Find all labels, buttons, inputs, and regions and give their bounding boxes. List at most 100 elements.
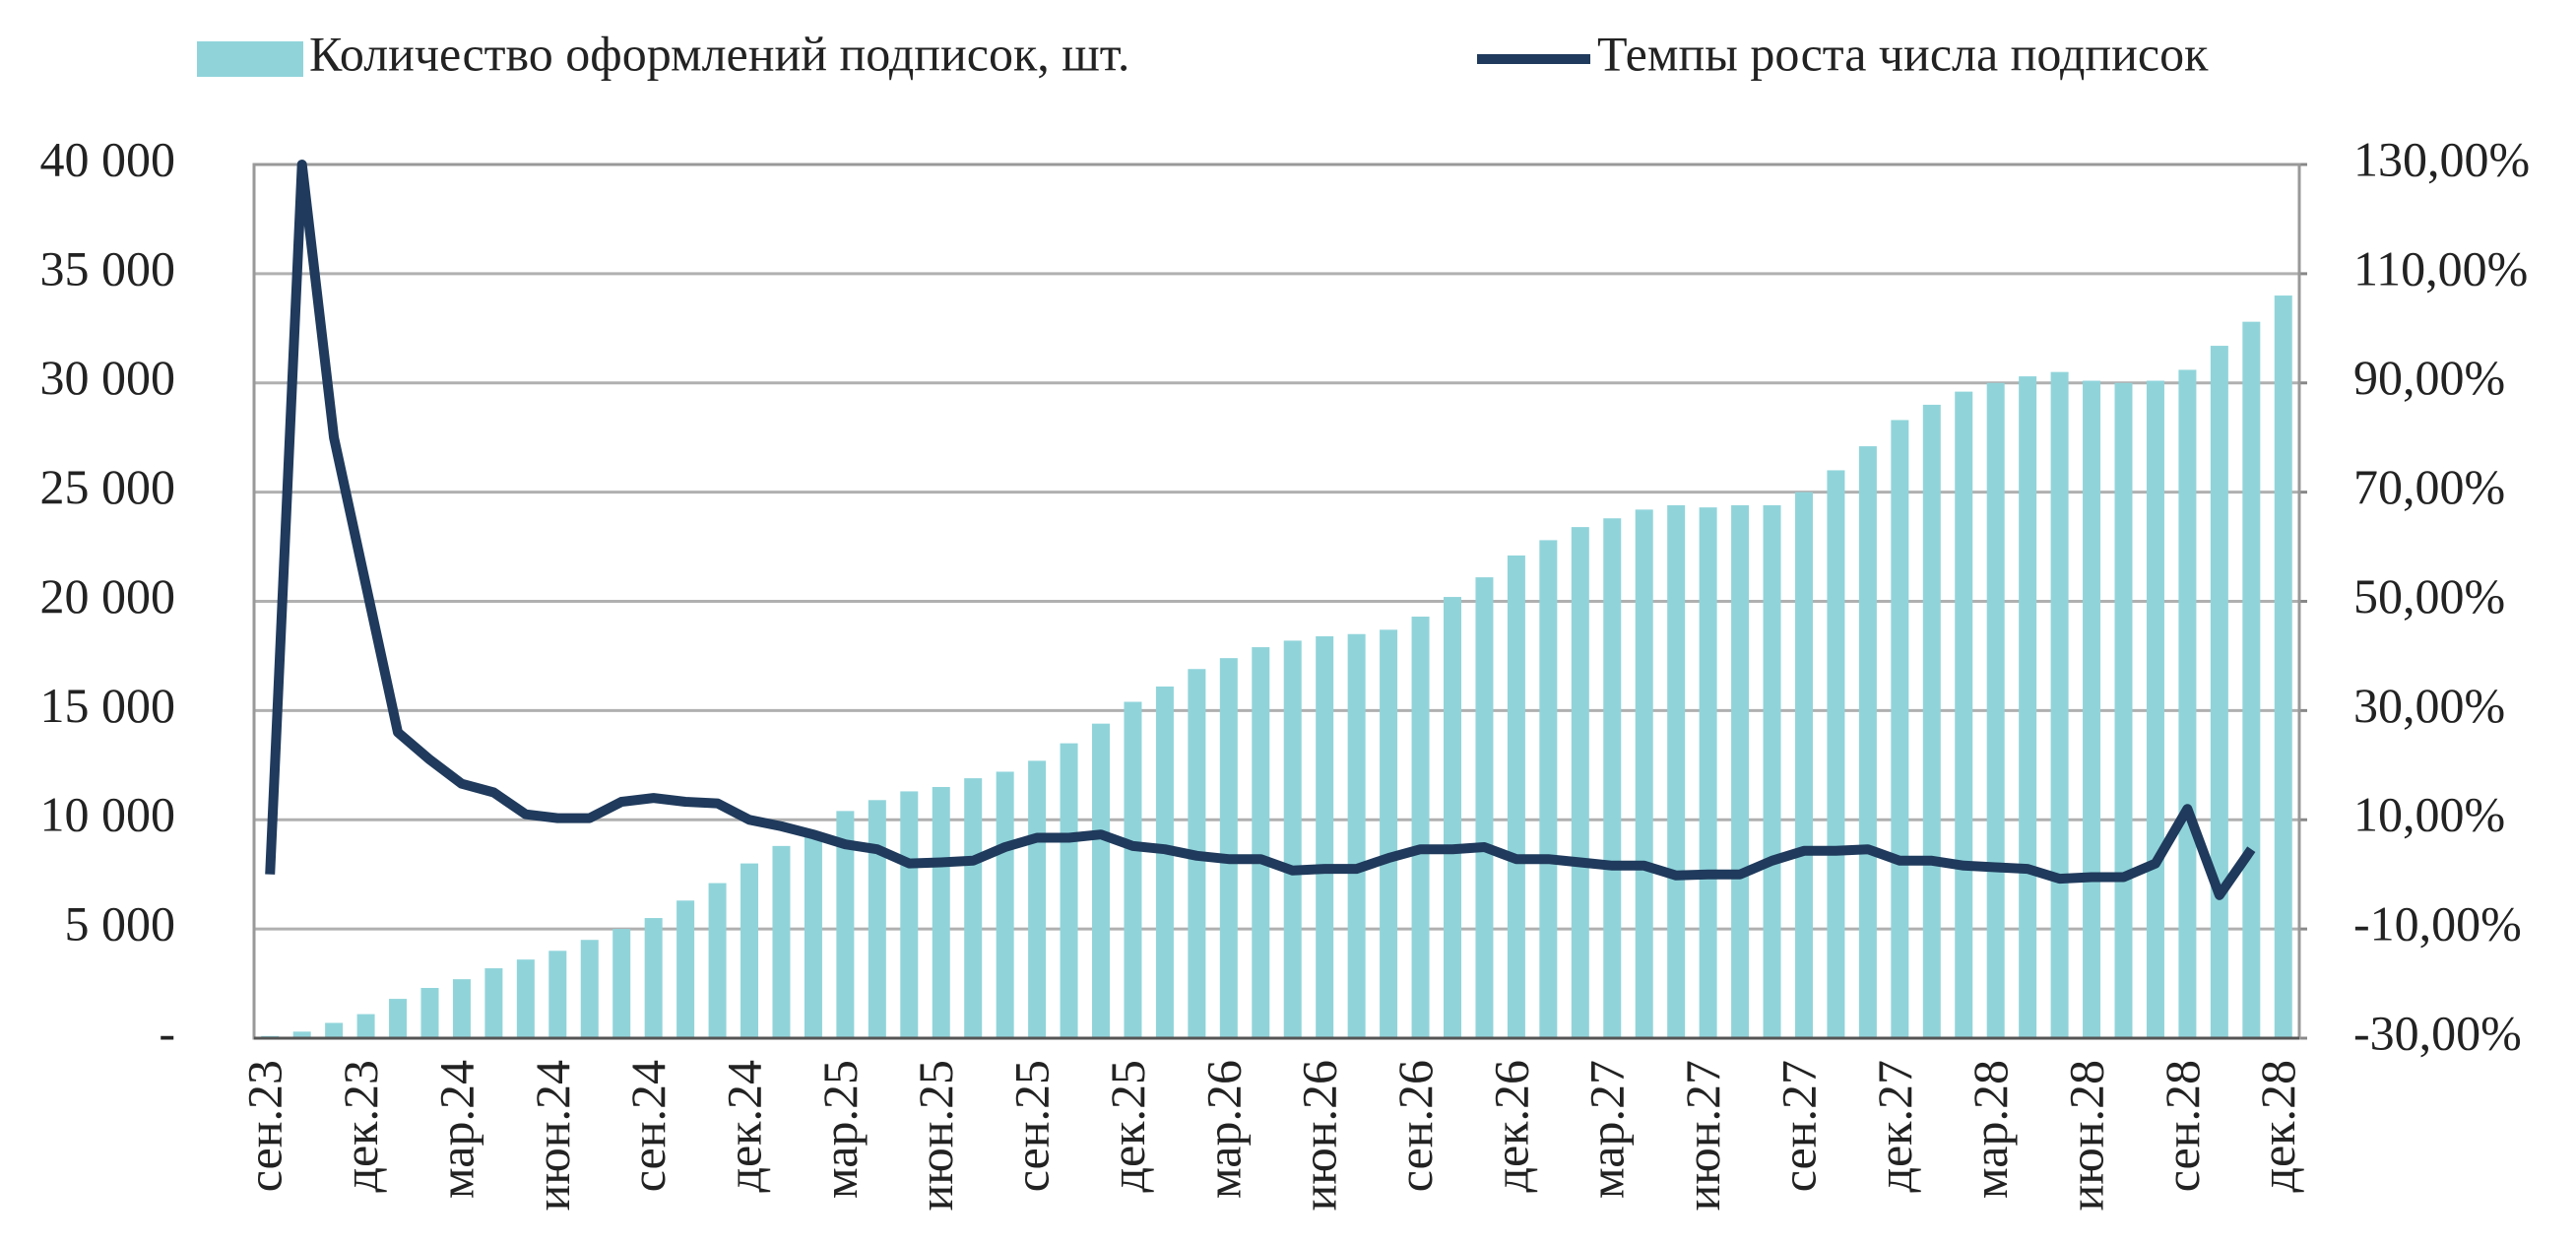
x-tick-label: июн.25 bbox=[908, 1060, 963, 1211]
bar bbox=[900, 791, 919, 1038]
bar bbox=[644, 918, 663, 1038]
bar bbox=[2114, 382, 2133, 1038]
legend-swatch bbox=[197, 41, 303, 77]
x-tick-label: дек.27 bbox=[1867, 1060, 1922, 1192]
line bbox=[265, 160, 2256, 900]
x-tick-label: июн.24 bbox=[525, 1060, 580, 1211]
bar bbox=[1347, 633, 1366, 1038]
bar bbox=[1571, 527, 1589, 1038]
bar bbox=[420, 987, 439, 1038]
bar bbox=[1380, 629, 1398, 1038]
bar bbox=[1155, 686, 1174, 1038]
bar bbox=[964, 778, 983, 1038]
y2-tick-label: -10,00% bbox=[2353, 896, 2522, 952]
x-tick-label: дек.28 bbox=[2250, 1060, 2305, 1192]
bar bbox=[580, 940, 599, 1038]
bar bbox=[2242, 321, 2261, 1038]
y2-tick-label: 30,00% bbox=[2353, 678, 2505, 733]
y-tick-label: 15 000 bbox=[40, 678, 176, 733]
bar bbox=[1794, 492, 1813, 1038]
bar bbox=[2019, 376, 2037, 1038]
y-tick-label: 20 000 bbox=[40, 568, 176, 624]
x-tick-label: мар.26 bbox=[1195, 1060, 1251, 1199]
x-tick-label: дек.25 bbox=[1100, 1060, 1155, 1192]
x-tick-label: сен.27 bbox=[1771, 1060, 1826, 1192]
x-tick-label: дек.24 bbox=[716, 1060, 771, 1192]
y-tick-label: 35 000 bbox=[40, 240, 176, 295]
bar bbox=[356, 1014, 375, 1038]
y-tick-label: 40 000 bbox=[40, 131, 176, 186]
bar bbox=[1922, 404, 1941, 1038]
x-tick-label: дек.26 bbox=[1483, 1060, 1538, 1192]
x-tick-label: сен.24 bbox=[620, 1060, 676, 1192]
x-tick-label: сен.26 bbox=[1387, 1060, 1443, 1192]
bar bbox=[2210, 346, 2228, 1038]
x-tick-label: мар.25 bbox=[812, 1060, 868, 1199]
bar bbox=[1507, 555, 1525, 1038]
bar bbox=[741, 863, 759, 1038]
x-tick-label: мар.27 bbox=[1579, 1060, 1635, 1199]
bar bbox=[804, 834, 822, 1038]
x-tick-label: июн.28 bbox=[2059, 1060, 2114, 1211]
bar bbox=[836, 811, 855, 1038]
bar bbox=[1124, 701, 1142, 1038]
bar bbox=[1891, 420, 1909, 1038]
y-tick-label: 5 000 bbox=[65, 896, 176, 952]
bar bbox=[2274, 295, 2292, 1038]
bar bbox=[516, 959, 535, 1038]
bar bbox=[868, 800, 886, 1038]
bar bbox=[2146, 380, 2164, 1039]
x-tick-label: мар.28 bbox=[1963, 1060, 2018, 1199]
bar bbox=[1635, 509, 1653, 1038]
bar bbox=[996, 771, 1014, 1038]
x-tick-label: сен.23 bbox=[237, 1060, 292, 1192]
bar bbox=[676, 900, 695, 1038]
bar bbox=[708, 883, 727, 1038]
bar bbox=[2083, 380, 2101, 1039]
y2-tick-label: 70,00% bbox=[2353, 459, 2505, 514]
bar bbox=[1827, 470, 1845, 1038]
legend-label: Темпы роста числа подписок bbox=[1597, 26, 2209, 81]
bar bbox=[452, 979, 471, 1038]
bar bbox=[484, 968, 503, 1038]
bar bbox=[1539, 540, 1558, 1038]
x-tick-label: июн.27 bbox=[1675, 1060, 1730, 1211]
x-tick-label: сен.25 bbox=[1004, 1060, 1060, 1192]
y2-tick-label: 130,00% bbox=[2353, 131, 2530, 186]
bar bbox=[2178, 369, 2197, 1038]
y2-tick-label: 110,00% bbox=[2353, 240, 2528, 295]
x-tick-label: дек.23 bbox=[333, 1060, 388, 1192]
bar bbox=[1986, 382, 2005, 1038]
bar bbox=[2050, 371, 2069, 1039]
bar bbox=[1316, 635, 1334, 1038]
bar bbox=[292, 1031, 311, 1038]
y2-tick-label: 50,00% bbox=[2353, 568, 2505, 624]
bar bbox=[1219, 658, 1238, 1038]
bar bbox=[1092, 723, 1111, 1038]
bar bbox=[1283, 640, 1302, 1038]
bar bbox=[1763, 504, 1781, 1038]
bar bbox=[1667, 504, 1686, 1038]
bar bbox=[1443, 597, 1461, 1038]
bar bbox=[389, 999, 408, 1038]
y2-tick-label: 90,00% bbox=[2353, 350, 2505, 405]
x-tick-label: мар.24 bbox=[428, 1060, 483, 1199]
bar bbox=[1060, 743, 1078, 1038]
x-tick-label: сен.28 bbox=[2155, 1060, 2210, 1192]
bar bbox=[932, 786, 950, 1038]
y-tick-label: - bbox=[159, 1005, 175, 1060]
y2-tick-label: -30,00% bbox=[2353, 1005, 2522, 1060]
bar bbox=[1955, 391, 1973, 1038]
bar bbox=[1699, 507, 1717, 1038]
bar bbox=[325, 1022, 344, 1038]
y-tick-label: 30 000 bbox=[40, 350, 176, 405]
y-tick-label: 10 000 bbox=[40, 787, 176, 842]
x-tick-label: июн.26 bbox=[1292, 1060, 1347, 1211]
bar bbox=[612, 929, 631, 1038]
y2-tick-label: 10,00% bbox=[2353, 787, 2505, 842]
bar bbox=[1603, 518, 1622, 1038]
bar bbox=[1411, 617, 1430, 1038]
bar bbox=[1028, 760, 1047, 1038]
y-tick-label: 25 000 bbox=[40, 459, 176, 514]
